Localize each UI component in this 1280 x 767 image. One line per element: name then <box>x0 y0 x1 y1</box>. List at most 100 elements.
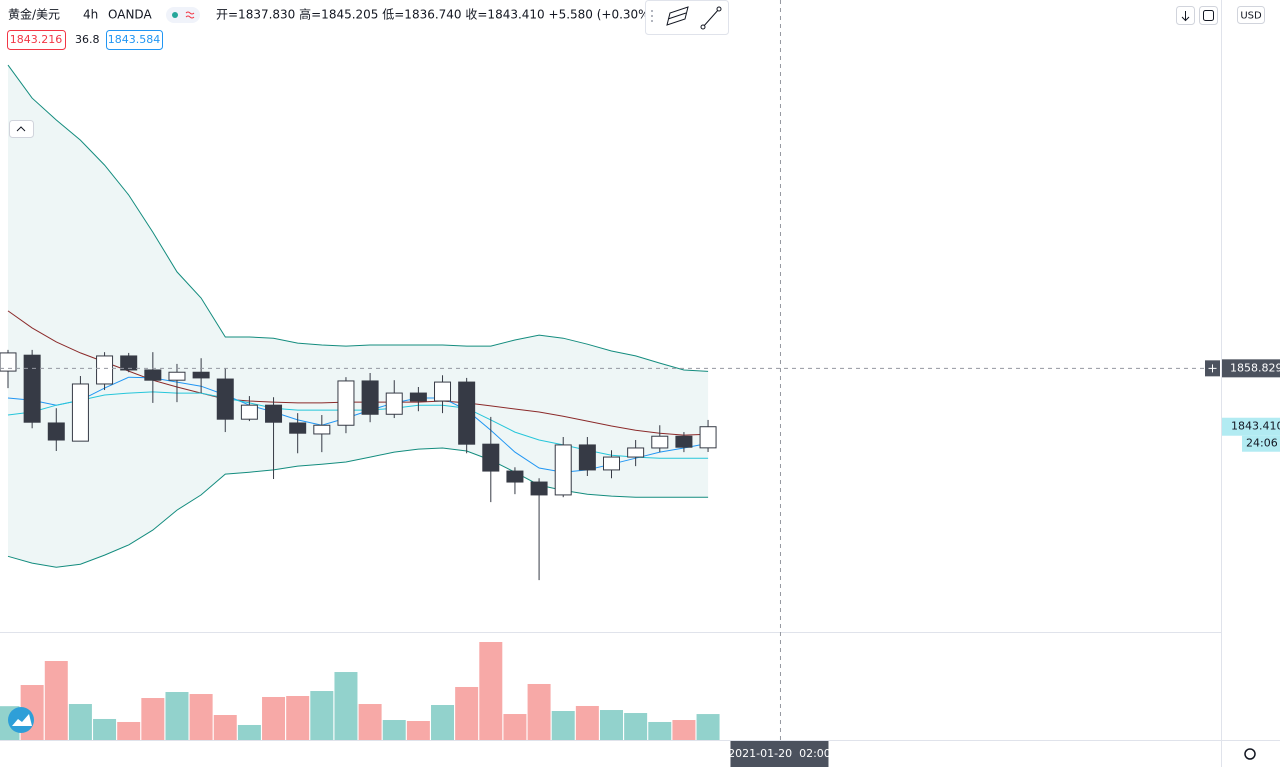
spread: 36.8 <box>75 33 100 46</box>
volume-bar <box>213 714 237 740</box>
trendline-handle <box>700 24 706 30</box>
candle-body <box>337 380 355 426</box>
drawing-toolbar <box>645 0 729 35</box>
candle-body <box>0 352 17 372</box>
bb-lower <box>7 447 709 568</box>
plot <box>0 64 720 740</box>
candle-body <box>385 392 403 415</box>
volume-bar <box>165 692 189 740</box>
status-badge[interactable] <box>166 7 200 23</box>
candle-body <box>23 354 41 423</box>
volume-bar <box>624 713 648 740</box>
candle-body <box>506 470 524 483</box>
volume-bar <box>479 642 503 740</box>
candle-body <box>240 404 258 420</box>
volume-bar <box>648 721 672 740</box>
volume-bar <box>672 720 696 740</box>
symbol: 黄金/美元 <box>8 7 60 22</box>
trendline-handle <box>716 6 722 12</box>
volume-bar <box>382 720 406 740</box>
collapse-button[interactable] <box>9 120 34 138</box>
candle-body <box>144 369 162 381</box>
last-price-label: 1843.410 <box>1231 420 1280 433</box>
volume-bar <box>696 714 720 740</box>
volume-bar <box>406 721 430 740</box>
candle-body <box>289 422 307 434</box>
crosshair-plus <box>1208 364 1217 373</box>
volume-bar <box>575 705 599 740</box>
band-fill <box>8 65 709 568</box>
candle-body <box>313 424 331 435</box>
candle-body <box>627 447 645 458</box>
bid: 1843.216 <box>10 33 63 46</box>
fullscreen-button[interactable] <box>1199 6 1218 25</box>
volume-bar <box>310 691 334 740</box>
status-dot <box>172 12 178 18</box>
volume-bar <box>93 718 117 740</box>
volume-bar <box>527 683 551 740</box>
collapse-icon <box>16 126 26 132</box>
candle-body <box>361 380 379 415</box>
crosshair-time: 2021-01-20 02:00 <box>728 747 831 760</box>
bb-upper <box>7 64 709 372</box>
volume-bar <box>600 710 623 740</box>
volume-bar <box>455 686 479 740</box>
pattern-tool[interactable] <box>666 6 689 26</box>
download-icon <box>1181 11 1190 22</box>
volume-bar <box>44 661 68 740</box>
candle-body <box>409 392 427 402</box>
fullscreen-icon <box>1203 10 1214 21</box>
exchange: OANDA <box>108 8 152 22</box>
ask-box <box>106 30 163 50</box>
volume-bar <box>286 695 310 740</box>
candle-body <box>675 435 693 448</box>
candle-body <box>482 443 500 472</box>
candle-body <box>458 381 476 445</box>
logo[interactable] <box>8 707 34 733</box>
candle-body <box>216 378 234 420</box>
volume-bar <box>237 724 261 740</box>
settings-icon[interactable] <box>1244 748 1256 760</box>
volume-bar <box>262 696 286 740</box>
volume-bar <box>503 714 527 740</box>
candle-body <box>192 371 210 379</box>
candle-body <box>71 383 89 442</box>
delay-icon <box>185 11 195 19</box>
candle-body <box>47 422 65 441</box>
candle-body <box>578 444 596 471</box>
volume-bar <box>68 704 92 740</box>
candle-body <box>168 371 186 381</box>
crosshair-price-bg <box>1222 359 1280 378</box>
bid-box <box>7 30 66 50</box>
currency: USD <box>1240 11 1262 22</box>
candle-body <box>530 481 548 496</box>
crosshair-price: 1858.829 <box>1230 361 1280 374</box>
candle-body <box>96 355 114 385</box>
trendline-tool[interactable] <box>702 8 720 28</box>
candle-body <box>265 404 283 423</box>
countdown: 24:06 <box>1246 437 1278 450</box>
last-price-bg <box>1222 417 1280 436</box>
interval: 4h <box>83 8 98 22</box>
volume-bar <box>141 698 165 740</box>
currency-button[interactable] <box>1237 6 1265 24</box>
ask: 1843.584 <box>108 33 161 46</box>
ohlc: 开=1837.830 高=1845.205 低=1836.740 收=1843.… <box>216 7 654 22</box>
volume-bar <box>334 672 358 740</box>
volume-bar <box>358 704 382 740</box>
volume-bar <box>117 721 141 740</box>
candle-body <box>651 435 669 449</box>
volume-bar <box>431 705 455 740</box>
candle-body <box>603 456 620 471</box>
logo-mark <box>12 714 32 726</box>
volume-bar <box>189 694 213 740</box>
volume-bar <box>551 711 575 740</box>
candle-body <box>120 355 138 371</box>
crosshair-time-bg <box>730 741 829 767</box>
candle-body <box>554 444 572 496</box>
candle-body <box>434 381 452 402</box>
countdown-bg <box>1242 435 1280 452</box>
